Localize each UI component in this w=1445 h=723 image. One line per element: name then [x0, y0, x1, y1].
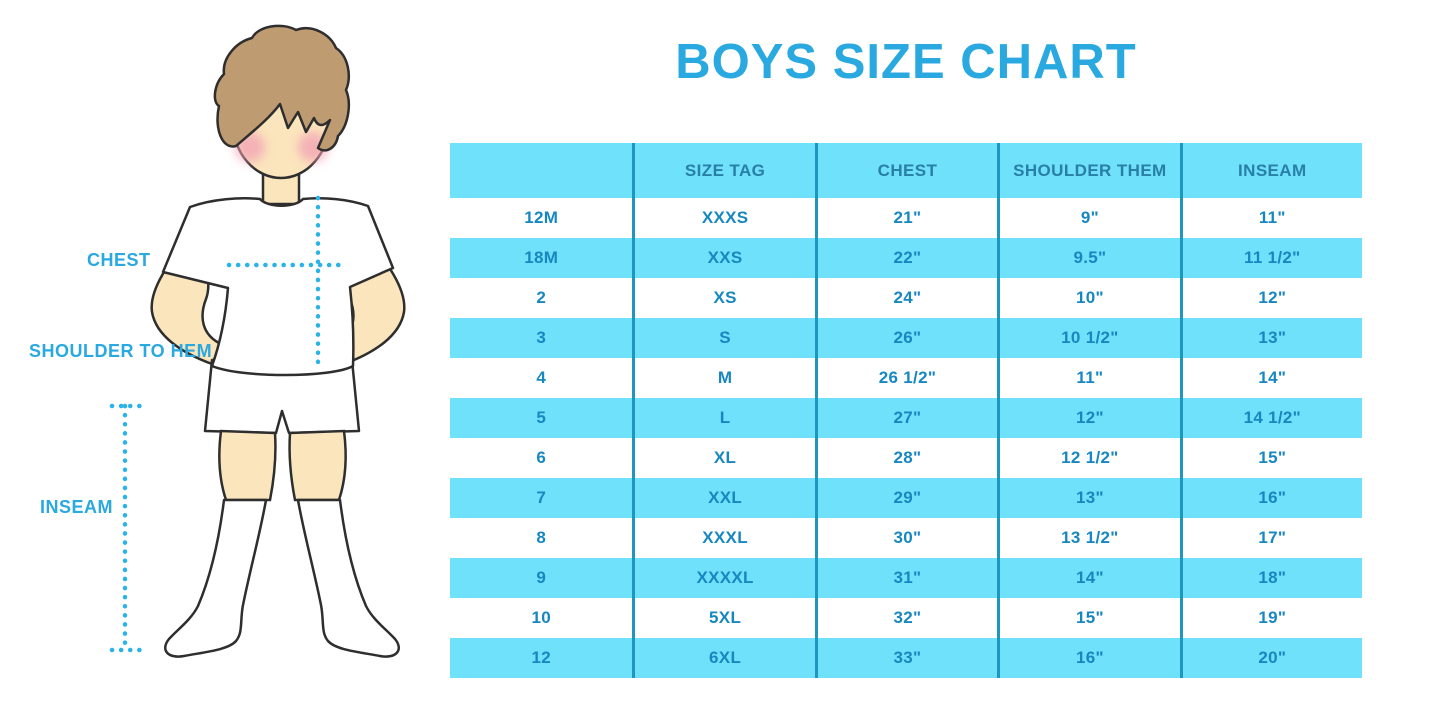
hair [213, 24, 350, 152]
header-cell [450, 143, 632, 198]
table-row: 3 S 26" 10 1/2" 13" [450, 318, 1362, 358]
size-chart-table: SIZE TAG CHEST SHOULDER THEM INSEAM 12M XXXS 2… [450, 143, 1362, 678]
table-cell: L [632, 398, 814, 438]
table-cell: 19" [1179, 598, 1362, 638]
left-sock [164, 498, 268, 658]
table-cell: 11 1/2" [1179, 238, 1362, 278]
table-cell: 9" [997, 198, 1179, 238]
table-row: 12 6XL 33" 16" 20" [450, 638, 1362, 678]
table-cell: 12 1/2" [997, 438, 1179, 478]
table-cell: XXS [632, 238, 814, 278]
table-cell: 9.5" [997, 238, 1179, 278]
table-cell: 26 1/2" [814, 358, 997, 398]
table-cell: 7 [536, 488, 547, 507]
table-cell: XXXXL [632, 558, 814, 598]
table-cell: 18M [524, 248, 559, 267]
table-cell: 14 1/2" [1179, 398, 1362, 438]
table-cell: 22" [814, 238, 997, 278]
boy-illustration [109, 24, 406, 658]
table-cell: 10" [997, 278, 1179, 318]
table-cell: 17" [1179, 518, 1362, 558]
table-cell: XXXL [632, 518, 814, 558]
table-cell: 13 1/2" [997, 518, 1179, 558]
table-cell: 12M [524, 208, 559, 227]
table-cell: 11" [997, 358, 1179, 398]
table-cell: 18" [1179, 558, 1362, 598]
table-cell: 8 [536, 528, 547, 547]
left-thigh [218, 429, 277, 502]
right-thigh [288, 429, 347, 502]
table-cell: 21" [814, 198, 997, 238]
table-cell: 27" [814, 398, 997, 438]
table-cell: 29" [814, 478, 997, 518]
inseam-label: INSEAM [40, 497, 114, 517]
table-row: 9 XXXXL 31" 14" 18" [450, 558, 1362, 598]
table-cell: XL [632, 438, 814, 478]
table-cell: 4 [536, 368, 547, 387]
table-cell: S [632, 318, 814, 358]
shorts [203, 358, 361, 435]
table-cell: 28" [814, 438, 997, 478]
table-cell: 10 [531, 608, 551, 627]
table-cell: 24" [814, 278, 997, 318]
table-cell: 13" [997, 478, 1179, 518]
header-cell: SHOULDER THEM [997, 143, 1179, 198]
table-header-row: SIZE TAG CHEST SHOULDER THEM INSEAM [450, 143, 1362, 198]
table-cell: 12 [531, 648, 551, 667]
table-cell: 16" [997, 638, 1179, 678]
right-sock [296, 498, 400, 658]
table-cell: XXL [632, 478, 814, 518]
table-cell: 3 [536, 328, 547, 347]
table-cell: 33" [814, 638, 997, 678]
table-cell: 32" [814, 598, 997, 638]
table-cell: 13" [1179, 318, 1362, 358]
inseam-measure-line [109, 403, 143, 653]
table-row: 4 M 26 1/2" 11" 14" [450, 358, 1362, 398]
table-row: 2 XS 24" 10" 12" [450, 278, 1362, 318]
header-cell: INSEAM [1179, 143, 1362, 198]
table-row: 10 5XL 32" 15" 19" [450, 598, 1362, 638]
table-cell: 26" [814, 318, 997, 358]
shoulder-to-hem-label: SHOULDER TO HEM [29, 341, 213, 361]
table-row: 18M XXS 22" 9.5" 11 1/2" [450, 238, 1362, 278]
table-cell: 10 1/2" [997, 318, 1179, 358]
table-cell: 9 [536, 568, 547, 587]
chest-label: CHEST [87, 250, 151, 270]
table-cell: 14" [997, 558, 1179, 598]
table-cell: 6XL [632, 638, 814, 678]
table-cell: 5 [536, 408, 547, 427]
table-row: 12M XXXS 21" 9" 11" [450, 198, 1362, 238]
table-cell: 30" [814, 518, 997, 558]
table-cell: 15" [997, 598, 1179, 638]
table-cell: 31" [814, 558, 997, 598]
header-cell: SIZE TAG [632, 143, 814, 198]
table-cell: M [632, 358, 814, 398]
header-cell: CHEST [814, 143, 997, 198]
table-cell: 15" [1179, 438, 1362, 478]
table-row: 6 XL 28" 12 1/2" 15" [450, 438, 1362, 478]
table-cell: 12" [1179, 278, 1362, 318]
table-cell: 6 [536, 448, 547, 467]
page-title: BOYS SIZE CHART [675, 35, 1137, 89]
table-cell: 16" [1179, 478, 1362, 518]
table-cell: 20" [1179, 638, 1362, 678]
table-row: 8 XXXL 30" 13 1/2" 17" [450, 518, 1362, 558]
table-cell: 11" [1179, 198, 1362, 238]
table-cell: 12" [997, 398, 1179, 438]
table-cell: 5XL [632, 598, 814, 638]
table-cell: XS [632, 278, 814, 318]
table-cell: 2 [536, 288, 547, 307]
tshirt [161, 197, 395, 377]
table-row: 7 XXL 29" 13" 16" [450, 478, 1362, 518]
table-row: 5 L 27" 12" 14 1/2" [450, 398, 1362, 438]
table-cell: 14" [1179, 358, 1362, 398]
table-cell: XXXS [632, 198, 814, 238]
